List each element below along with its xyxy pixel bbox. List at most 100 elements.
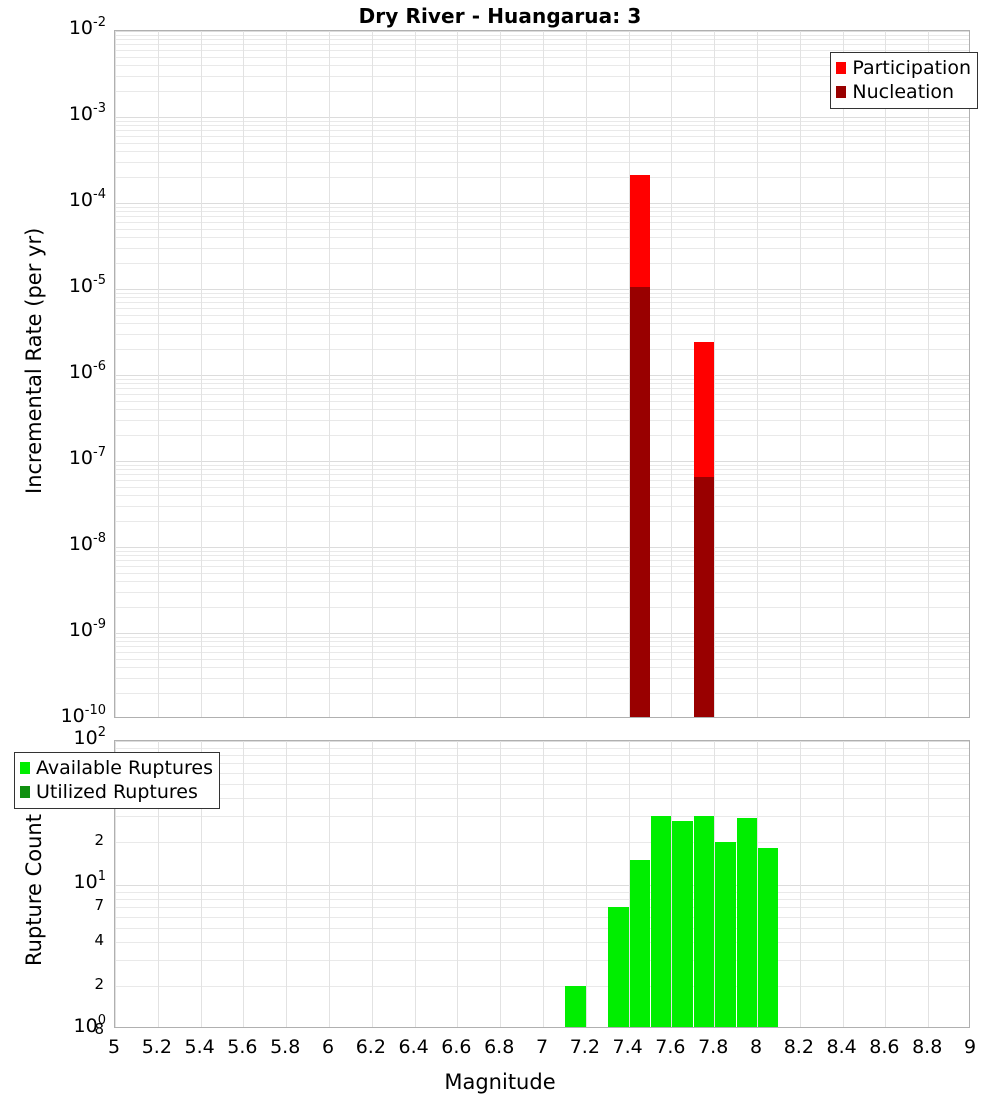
gridline-horizontal: [115, 388, 969, 390]
gridline-horizontal: [115, 928, 969, 930]
bar-available-ruptures: [758, 848, 779, 1027]
gridline-horizontal: [115, 292, 969, 294]
gridline-horizontal: [115, 891, 969, 893]
x-tick-7-2: 7.2: [569, 1036, 600, 1058]
gridline-horizontal: [115, 693, 969, 695]
x-tick-8-8: 8.8: [912, 1036, 943, 1058]
gridline-horizontal: [115, 39, 969, 41]
x-tick-6: 6: [321, 1036, 335, 1058]
x-tick-9: 9: [963, 1036, 977, 1058]
figure-title: Dry River - Huangarua: 3: [358, 4, 642, 28]
legend-swatch-icon: [836, 86, 847, 98]
bar-available-ruptures: [715, 841, 736, 1027]
gridline-horizontal: [115, 747, 969, 749]
y-tick-top-6: 10-8: [68, 531, 106, 555]
gridline-horizontal: [115, 521, 969, 523]
gridline-horizontal: [115, 297, 969, 299]
bar-nucleation: [629, 287, 650, 717]
gridline-horizontal: [115, 741, 969, 742]
gridline-horizontal: [115, 486, 969, 488]
gridline-horizontal: [115, 646, 969, 648]
gridline-horizontal: [115, 409, 969, 411]
gridline-horizontal: [115, 816, 969, 818]
y-tick-top-4: 10-6: [68, 359, 106, 383]
legend-item-utilized-ruptures[interactable]: Utilized Ruptures: [20, 780, 213, 804]
bar-available-ruptures: [672, 820, 693, 1027]
legend-item-participation[interactable]: Participation: [836, 56, 971, 80]
gridline-vertical: [543, 741, 544, 1027]
gridline-horizontal: [115, 755, 969, 756]
x-tick-6-4: 6.4: [398, 1036, 429, 1058]
gridline-vertical: [115, 741, 116, 1027]
gridline-horizontal: [115, 907, 969, 909]
gridline-horizontal: [115, 375, 969, 376]
gridline-horizontal: [115, 916, 969, 918]
gridline-horizontal: [115, 841, 969, 843]
gridline-horizontal: [115, 678, 969, 679]
gridline-vertical: [799, 741, 801, 1027]
x-tick-7-4: 7.4: [612, 1036, 643, 1058]
gridline-horizontal: [115, 394, 969, 396]
y-axis-label-bottom: Rupture Count: [22, 814, 46, 966]
gridline-horizontal: [115, 31, 969, 32]
x-tick-6-6: 6.6: [441, 1036, 472, 1058]
grid-top: [115, 31, 969, 717]
gridline-horizontal: [115, 44, 969, 46]
gridline-vertical: [157, 741, 159, 1027]
gridline-horizontal: [115, 607, 969, 609]
gridline-horizontal: [115, 56, 969, 58]
y-tick-top-5: 10-7: [68, 445, 106, 469]
gridline-vertical: [585, 31, 587, 717]
gridline-horizontal: [115, 65, 969, 67]
y-tick-minor-bottom-3: 7: [94, 896, 104, 915]
gridline-vertical: [500, 31, 502, 717]
gridline-horizontal: [115, 506, 969, 507]
gridline-vertical: [714, 741, 716, 1027]
gridline-horizontal: [115, 420, 969, 421]
bars-top: [115, 31, 969, 717]
gridline-vertical: [585, 741, 587, 1027]
y-tick-bottom-1: 101: [73, 869, 106, 893]
gridline-horizontal: [115, 216, 969, 218]
rupture-count-plot: [114, 740, 970, 1028]
legend-item-available-ruptures[interactable]: Available Ruptures: [20, 756, 213, 780]
gridline-horizontal: [115, 547, 969, 548]
y-tick-top-8: 10-10: [60, 703, 106, 727]
gridline-horizontal: [115, 652, 969, 654]
gridline-vertical: [286, 741, 288, 1027]
legend-top: Participation Nucleation: [830, 52, 978, 109]
gridline-horizontal: [115, 314, 969, 316]
gridline-horizontal: [115, 302, 969, 304]
legend-bottom: Available Ruptures Utilized Ruptures: [14, 752, 220, 809]
legend-swatch-icon: [20, 762, 30, 774]
gridline-horizontal: [115, 334, 969, 335]
y-tick-top-7: 10-9: [68, 617, 106, 641]
x-tick-6-8: 6.8: [484, 1036, 515, 1058]
gridline-horizontal: [115, 349, 969, 351]
x-tick-8-6: 8.6: [869, 1036, 900, 1058]
gridline-vertical: [885, 31, 887, 717]
gridline-vertical: [628, 741, 630, 1027]
x-tick-7-6: 7.6: [655, 1036, 686, 1058]
gridline-horizontal: [115, 772, 969, 774]
gridline-vertical: [885, 741, 887, 1027]
bar-available-ruptures: [693, 816, 715, 1027]
gridline-vertical: [243, 31, 245, 717]
gridline-vertical: [671, 31, 673, 717]
x-tick-5-6: 5.6: [227, 1036, 258, 1058]
legend-swatch-icon: [836, 62, 847, 74]
gridline-vertical: [371, 741, 373, 1027]
gridline-horizontal: [115, 474, 969, 476]
gridline-horizontal: [115, 960, 969, 962]
y-tick-top-3: 10-5: [68, 273, 106, 297]
gridline-vertical: [928, 31, 930, 717]
gridline-horizontal: [115, 480, 969, 482]
legend-item-nucleation[interactable]: Nucleation: [836, 80, 971, 104]
gridline-vertical: [157, 31, 159, 717]
gridline-horizontal: [115, 151, 969, 153]
grid-bottom: [115, 741, 969, 1027]
gridline-horizontal: [115, 177, 969, 179]
gridline-horizontal: [115, 117, 969, 118]
gridline-vertical: [757, 31, 758, 717]
